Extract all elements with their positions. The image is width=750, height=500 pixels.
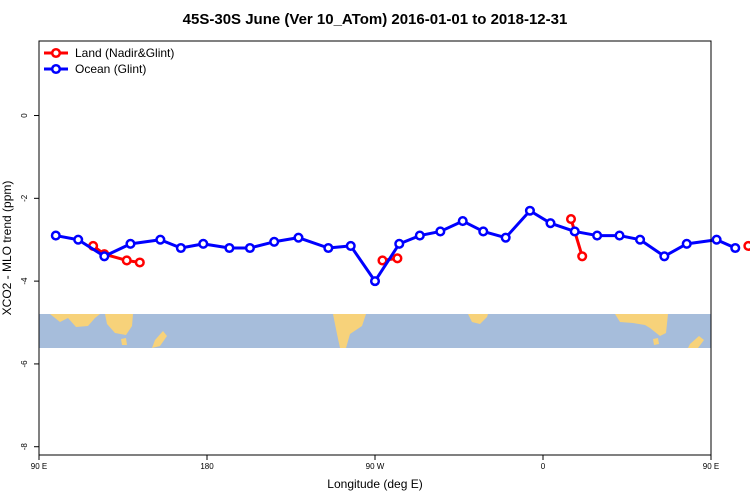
x-tick-label: 90 W (366, 462, 385, 471)
series-line (569, 218, 584, 257)
data-point (293, 232, 304, 243)
legend-marker (50, 63, 62, 75)
land-shape (688, 336, 704, 348)
data-point (565, 213, 577, 225)
land-shape (468, 314, 488, 324)
land-shape (333, 314, 366, 348)
data-point (198, 238, 209, 249)
x-tick-label: 180 (200, 462, 214, 471)
data-point (743, 240, 750, 251)
data-point (155, 234, 166, 245)
data-point (394, 238, 405, 249)
y-axis: 0 -2 -4 -6 -8 (20, 113, 39, 451)
ocean-band (39, 314, 711, 348)
x-tick-label: 0 (541, 462, 546, 471)
data-point (577, 251, 588, 262)
x-tick-label: 90 E (31, 462, 47, 471)
data-point (244, 242, 255, 254)
data-point (711, 234, 722, 245)
data-point (369, 276, 381, 287)
legend-label: Land (Nadir&Glint) (75, 46, 174, 60)
y-axis-label: XCO2 - MLO trend (ppm) (0, 181, 14, 316)
data-point (545, 218, 556, 229)
data-point (569, 226, 580, 237)
series-line (92, 244, 141, 264)
data-point (392, 253, 403, 264)
x-axis: 90 E 180 90 W 0 90 E (31, 455, 719, 471)
data-point (269, 236, 280, 247)
data-point (614, 230, 625, 241)
series-land-nadir-glint (88, 213, 750, 268)
data-point (592, 230, 603, 241)
y-tick-label: -8 (20, 443, 29, 451)
data-point (500, 232, 511, 243)
y-tick-label: -2 (20, 194, 29, 202)
map-strip (39, 314, 711, 348)
data-point (50, 230, 61, 241)
plot-frame (38, 40, 712, 456)
chart-title: 45S-30S June (Ver 10_ATom) 2016-01-01 to… (183, 11, 568, 28)
legend: Land (Nadir&Glint) Ocean (Glint) (44, 46, 174, 76)
data-point (635, 234, 646, 245)
data-point (659, 251, 670, 262)
land-shape (121, 338, 127, 345)
land-shape (152, 331, 167, 348)
data-point (435, 226, 446, 237)
land-shape (105, 314, 133, 335)
x-axis-label: Longitude (deg E) (327, 477, 422, 491)
data-point (121, 255, 132, 266)
data-point (73, 234, 84, 245)
data-point (457, 216, 468, 227)
y-tick-label: -4 (20, 277, 29, 285)
land-shape (615, 314, 668, 336)
plot-marks (50, 205, 750, 287)
data-point (323, 242, 334, 254)
data-point (224, 242, 235, 254)
data-point (134, 257, 145, 268)
data-point (377, 255, 388, 266)
data-point (125, 238, 136, 249)
x-tick-label: 90 E (703, 462, 719, 471)
data-point (524, 205, 535, 216)
y-tick-label: -6 (20, 360, 29, 368)
data-point (681, 238, 692, 249)
land-shape (653, 338, 659, 345)
data-point (99, 251, 110, 262)
legend-label: Ocean (Glint) (75, 62, 146, 76)
land-shape (50, 314, 100, 327)
y-tick-label: 0 (20, 113, 29, 118)
series-ocean-glint (50, 205, 741, 287)
data-point (345, 240, 356, 251)
data-point (730, 242, 741, 254)
legend-marker (50, 47, 62, 59)
data-point (414, 230, 425, 241)
data-point (175, 242, 186, 254)
data-point (478, 226, 489, 237)
